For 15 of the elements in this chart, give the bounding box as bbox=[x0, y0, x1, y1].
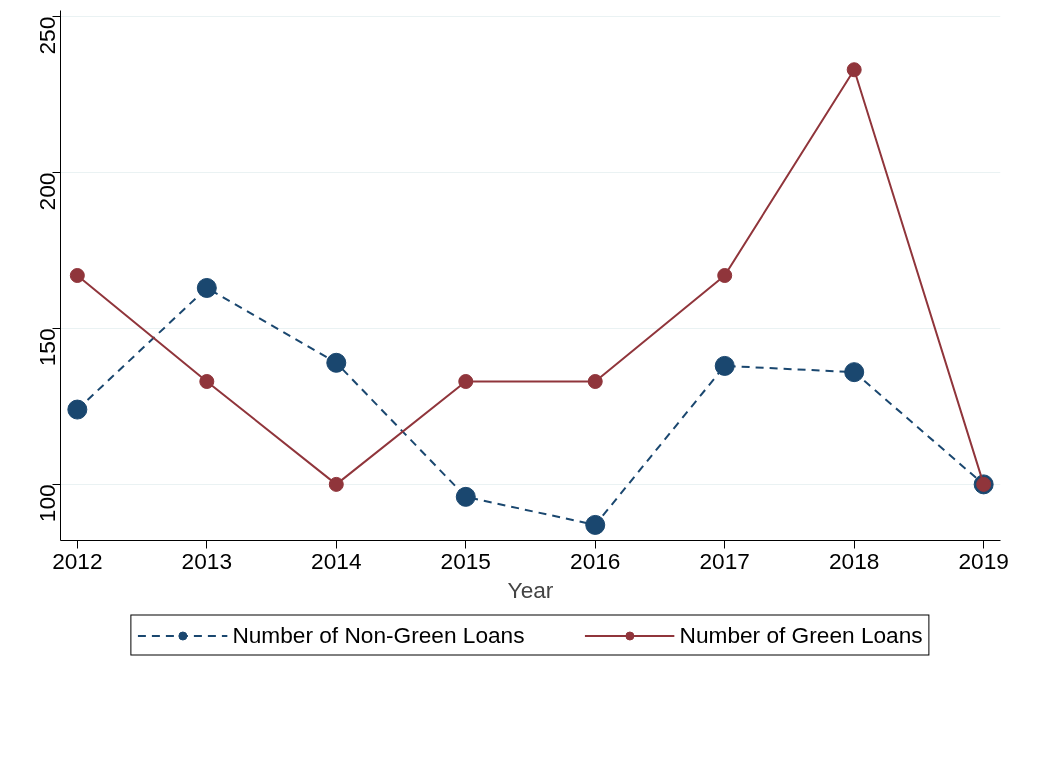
x-tick-label: 2017 bbox=[699, 547, 750, 574]
x-tick-label: 2012 bbox=[52, 547, 103, 574]
y-tick-label: 150 bbox=[34, 328, 60, 367]
x-tick-label: 2019 bbox=[958, 547, 1009, 574]
y-tick-label: 100 bbox=[34, 484, 60, 523]
x-tick-label: 2016 bbox=[570, 547, 621, 574]
x-tick-label: 2013 bbox=[181, 547, 233, 574]
legend-label: Number of Green Loans bbox=[679, 621, 923, 649]
x-tick-label: 2018 bbox=[828, 547, 880, 574]
x-tick-label: 2014 bbox=[311, 547, 362, 574]
y-tick-label: 200 bbox=[34, 172, 60, 211]
x-axis-title: Year bbox=[507, 576, 554, 603]
y-tick-label: 250 bbox=[34, 16, 60, 55]
legend-label: Number of Non-Green Loans bbox=[232, 621, 525, 649]
x-tick-label: 2015 bbox=[440, 547, 491, 574]
